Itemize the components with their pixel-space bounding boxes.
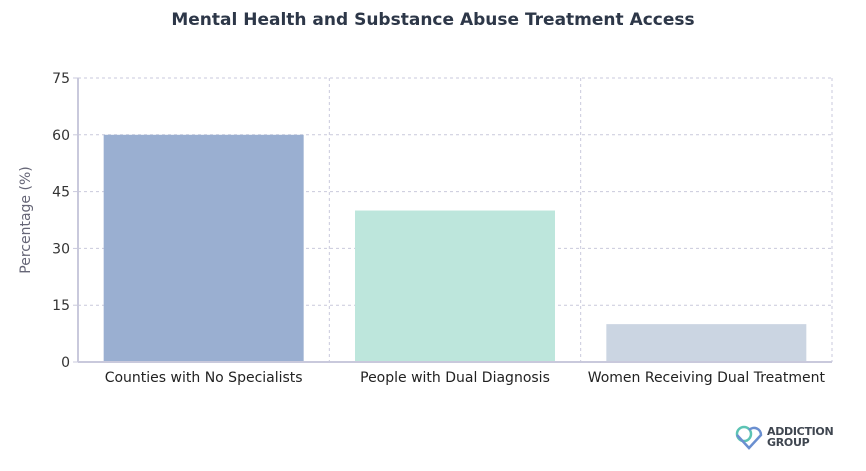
x-tick-label: People with Dual Diagnosis xyxy=(360,370,550,386)
y-tick-label: 45 xyxy=(52,185,70,201)
y-tick-label: 15 xyxy=(52,298,70,314)
bar xyxy=(103,134,304,362)
addiction-group-logo: ADDICTION GROUP xyxy=(734,424,834,450)
chart-title: Mental Health and Substance Abuse Treatm… xyxy=(171,10,695,30)
x-tick-label: Counties with No Specialists xyxy=(105,370,303,386)
bar xyxy=(355,210,555,362)
y-axis-label: Percentage (%) xyxy=(18,166,34,273)
x-tick-label: Women Receiving Dual Treatment xyxy=(588,370,826,386)
bar xyxy=(606,324,807,362)
y-tick-label: 30 xyxy=(52,241,70,257)
y-tick-label: 75 xyxy=(52,71,70,87)
y-tick-label: 60 xyxy=(52,128,70,144)
heart-logo-icon xyxy=(735,425,763,450)
y-tick-label: 0 xyxy=(61,355,70,371)
